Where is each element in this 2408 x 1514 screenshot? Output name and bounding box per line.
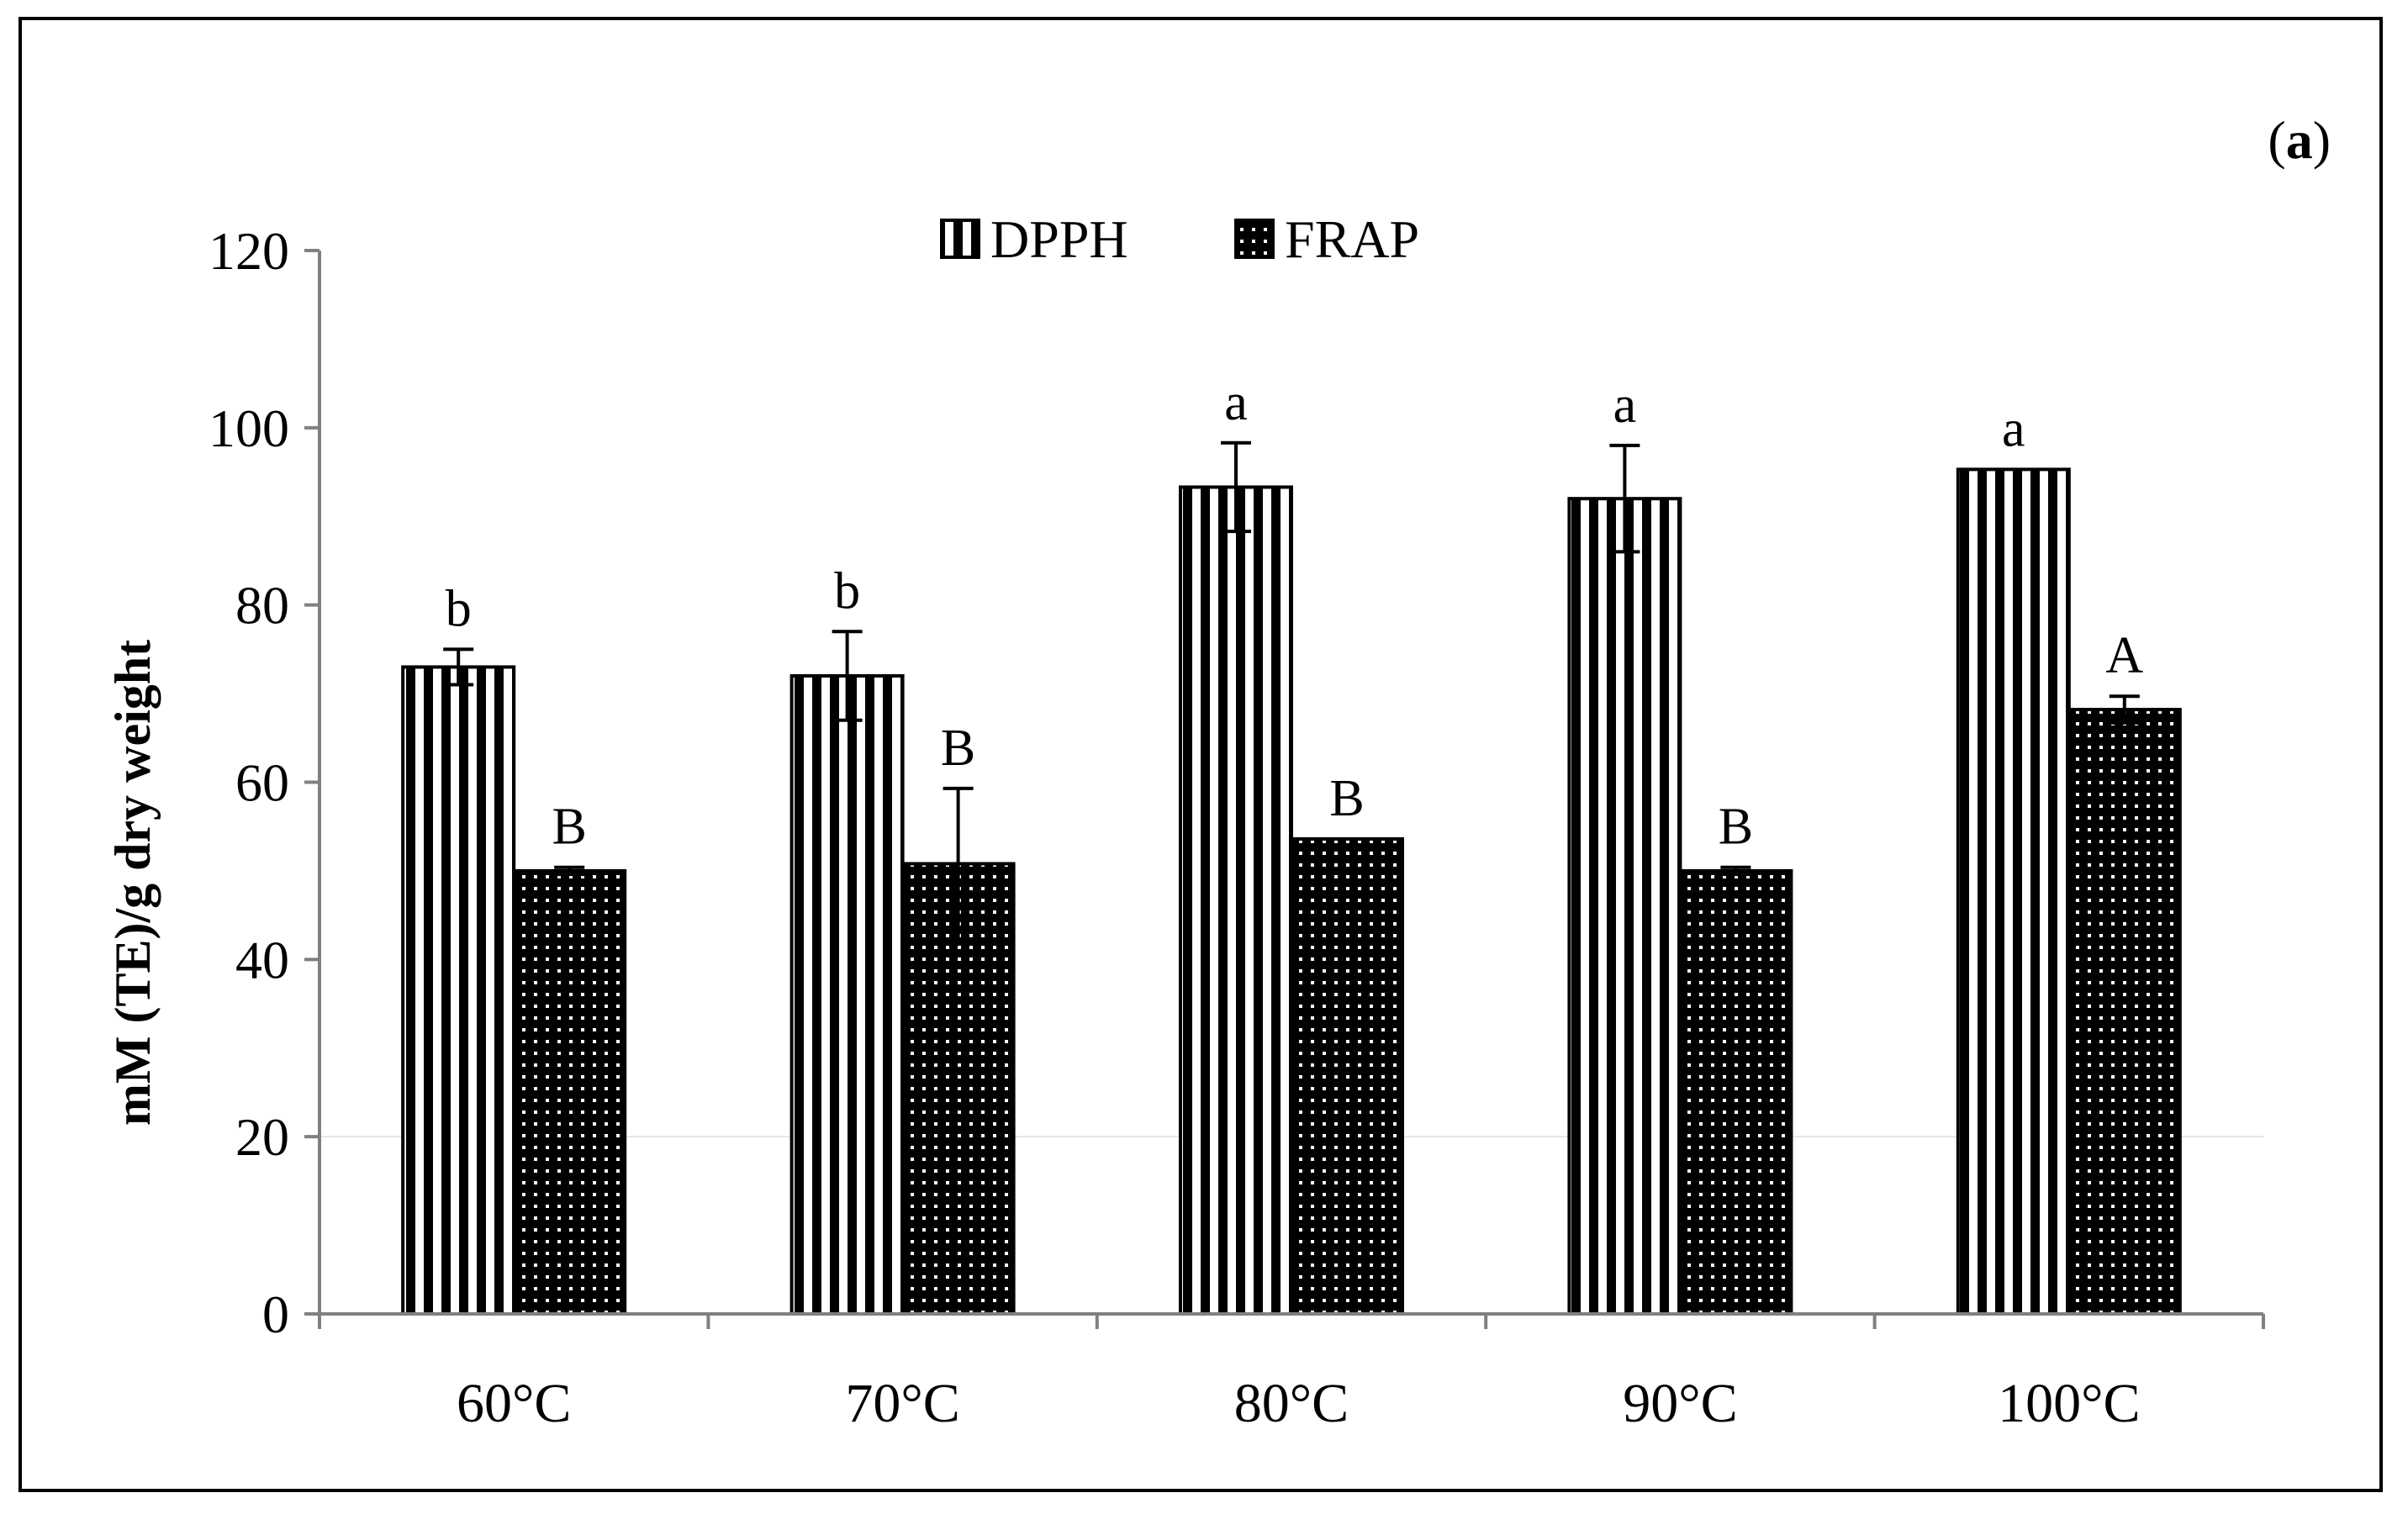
y-tick-label-120: 120 <box>209 221 289 281</box>
bar-dpph-4 <box>1956 467 2071 1316</box>
bar-dpph-3 <box>1567 497 1682 1316</box>
bar-frap-3 <box>1678 868 1793 1316</box>
significance-letter-dpph-3: a <box>1613 377 1637 434</box>
x-tick-label-0: 60°C <box>457 1373 571 1434</box>
bar-frap-0 <box>512 868 627 1316</box>
legend-swatch-dpph <box>940 219 980 259</box>
bar-frap-2 <box>1290 836 1404 1316</box>
significance-letter-frap-1: B <box>941 720 975 777</box>
panel-label-letter: a <box>2285 110 2313 170</box>
legend-swatch-frap <box>1234 219 1275 259</box>
y-tick-label-0: 0 <box>262 1285 289 1344</box>
y-tick-label-100: 100 <box>209 398 289 458</box>
bar-dpph-2 <box>1179 485 1293 1316</box>
significance-letter-frap-0: B <box>552 799 587 856</box>
x-tick-label-3: 90°C <box>1623 1373 1737 1434</box>
y-tick-label-80: 80 <box>235 576 289 636</box>
significance-letter-frap-2: B <box>1329 770 1364 827</box>
bar-dpph-0 <box>401 665 516 1316</box>
legend-label-dpph: DPPH <box>990 209 1128 269</box>
y-axis-label: mM (TE)/g dry weight <box>105 640 161 1126</box>
significance-letter-frap-4: A <box>2105 627 2143 684</box>
bar-frap-4 <box>2067 708 2182 1316</box>
panel-label-open: ( <box>2268 110 2286 170</box>
figure-frame <box>18 17 2383 1492</box>
significance-letter-dpph-1: b <box>834 562 860 620</box>
bar-dpph-1 <box>789 674 905 1316</box>
y-tick-label-40: 40 <box>235 930 289 989</box>
significance-letter-dpph-0: b <box>446 580 472 637</box>
x-tick-label-1: 70°C <box>845 1373 959 1434</box>
x-tick-label-2: 80°C <box>1234 1373 1349 1434</box>
panel-label-close: ) <box>2312 110 2331 170</box>
y-tick-label-60: 60 <box>235 753 289 813</box>
y-tick-label-20: 20 <box>235 1107 289 1167</box>
x-tick-label-4: 100°C <box>1998 1373 2140 1434</box>
significance-letter-dpph-2: a <box>1224 374 1248 431</box>
legend-label-frap: FRAP <box>1285 209 1419 269</box>
panel-label: (a) <box>2268 109 2331 171</box>
significance-letter-frap-3: B <box>1719 799 1753 856</box>
significance-letter-dpph-4: a <box>2002 400 2025 457</box>
